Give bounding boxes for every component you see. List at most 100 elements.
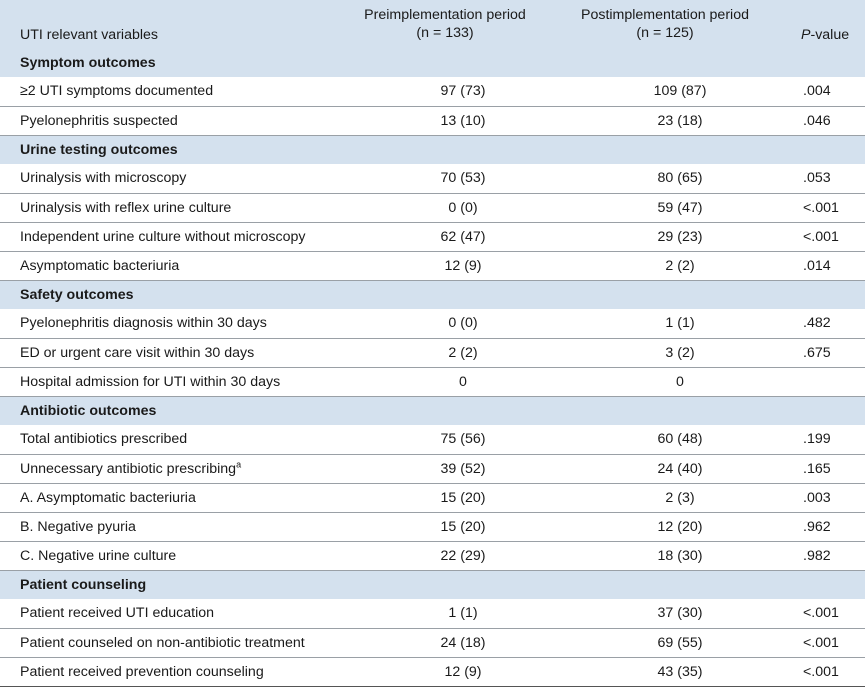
p-value: <.001 <box>785 193 865 223</box>
table-row: C. Negative urine culture 22 (29) 18 (30).… <box>0 541 865 571</box>
table-row: Urinalysis with microscopy 70 (53) 80 (65)… <box>0 164 865 194</box>
table-row: Patient received UTI education 1 (1) 37 (3… <box>0 599 865 629</box>
pre-value: 1 (1) <box>345 599 545 629</box>
table-row: Total antibiotics prescribed 75 (56) 60 (4… <box>0 425 865 455</box>
section-title: Symptom outcomes <box>20 54 156 71</box>
pre-value: 13 (10) <box>345 106 545 136</box>
table-row: Pyelonephritis suspected 13 (10) 23 (18) .0… <box>0 106 865 136</box>
row-label: Urinalysis with reflex urine culture <box>0 193 345 223</box>
row-label: Pyelonephritis suspected <box>0 106 345 136</box>
pre-value: 62 (47) <box>345 222 545 252</box>
post-value: 43 (35) <box>545 657 785 687</box>
row-label: Independent urine culture without micros… <box>0 222 345 252</box>
header-preimplementation: Preimplementation period (n = 133) <box>345 0 545 48</box>
pre-value: 15 (20) <box>345 483 545 513</box>
table-row: ED or urgent care visit within 30 days 2 … <box>0 338 865 368</box>
table-row: Patient counseled on non-antibiotic trea… <box>0 628 865 658</box>
pre-value: 75 (56) <box>345 425 545 455</box>
row-label: ED or urgent care visit within 30 days <box>0 338 345 368</box>
header-post-label: Postimplementation period <box>581 7 749 23</box>
section-header-row: Antibiotic outcomes <box>0 396 865 425</box>
post-value: 109 (87) <box>545 77 785 107</box>
row-label: Total antibiotics prescribed <box>0 425 345 455</box>
table-row: Hospital admission for UTI within 30 day… <box>0 367 865 397</box>
p-value: .675 <box>785 338 865 368</box>
header-pre-label: Preimplementation period <box>364 7 526 23</box>
post-value: 2 (3) <box>545 483 785 513</box>
post-value: 3 (2) <box>545 338 785 368</box>
pre-value: 70 (53) <box>345 164 545 194</box>
footnote-marker: a <box>236 458 242 469</box>
post-value: 69 (55) <box>545 628 785 658</box>
post-value: 59 (47) <box>545 193 785 223</box>
row-label: Patient received prevention counseling <box>0 657 345 687</box>
p-value: .982 <box>785 541 865 571</box>
row-label: Patient counseled on non-antibiotic trea… <box>0 628 345 658</box>
table-body: Symptom outcomes ≥2 UTI symptoms document… <box>0 48 865 687</box>
pre-value: 39 (52) <box>345 454 545 484</box>
section-title: Urine testing outcomes <box>20 141 178 158</box>
row-label: ≥2 UTI symptoms documented <box>0 77 345 107</box>
table-row: ≥2 UTI symptoms documented 97 (73) 109 (87… <box>0 77 865 107</box>
table-row: Patient received prevention counseling 12… <box>0 657 865 687</box>
header-post-n: (n = 125) <box>636 25 694 41</box>
p-value <box>785 367 865 397</box>
post-value: 1 (1) <box>545 309 785 339</box>
section-title: Patient counseling <box>20 576 147 593</box>
p-value: .199 <box>785 425 865 455</box>
row-label: Unnecessary antibiotic prescribinga <box>0 454 345 484</box>
post-value: 60 (48) <box>545 425 785 455</box>
p-value: .014 <box>785 251 865 281</box>
post-value: 0 <box>545 367 785 397</box>
p-value: .165 <box>785 454 865 484</box>
row-label: Hospital admission for UTI within 30 day… <box>0 367 345 397</box>
section-header-row: Patient counseling <box>0 570 865 599</box>
header-p-rest: -value <box>810 27 850 43</box>
header-pre-n: (n = 133) <box>416 25 474 41</box>
row-label: Pyelonephritis diagnosis within 30 days <box>0 309 345 339</box>
post-value: 2 (2) <box>545 251 785 281</box>
table-row: Pyelonephritis diagnosis within 30 days 0… <box>0 309 865 339</box>
pre-value: 2 (2) <box>345 338 545 368</box>
pre-value: 12 (9) <box>345 251 545 281</box>
p-value: .053 <box>785 164 865 194</box>
pre-value: 0 (0) <box>345 309 545 339</box>
p-value: .046 <box>785 106 865 136</box>
table-row: Urinalysis with reflex urine culture 0 (0… <box>0 193 865 223</box>
pre-value: 15 (20) <box>345 512 545 542</box>
header-postimplementation: Postimplementation period (n = 125) <box>545 0 785 48</box>
section-header-row: Symptom outcomes <box>0 48 865 77</box>
p-value: .003 <box>785 483 865 513</box>
p-value: <.001 <box>785 628 865 658</box>
pre-value: 97 (73) <box>345 77 545 107</box>
table-row: Unnecessary antibiotic prescribinga 39 (5… <box>0 454 865 484</box>
row-label: Urinalysis with microscopy <box>0 164 345 194</box>
row-label-text: Unnecessary antibiotic prescribing <box>20 460 237 477</box>
p-value: <.001 <box>785 599 865 629</box>
header-p-italic: P <box>801 27 811 43</box>
row-label: C. Negative urine culture <box>0 541 345 571</box>
post-value: 29 (23) <box>545 222 785 252</box>
section-title: Antibiotic outcomes <box>20 402 157 419</box>
section-header-row: Urine testing outcomes <box>0 135 865 164</box>
p-value: <.001 <box>785 222 865 252</box>
p-value: .962 <box>785 512 865 542</box>
pre-value: 22 (29) <box>345 541 545 571</box>
row-label: B. Negative pyuria <box>0 512 345 542</box>
header-variable: UTI relevant variables <box>20 27 158 43</box>
table-row: Asymptomatic bacteriuria 12 (9) 2 (2) .014 <box>0 251 865 281</box>
row-label: Patient received UTI education <box>0 599 345 629</box>
table-row: A. Asymptomatic bacteriuria 15 (20) 2 (3).… <box>0 483 865 513</box>
section-title: Safety outcomes <box>20 286 134 303</box>
header-p-value: P-value <box>785 0 865 48</box>
row-label: Asymptomatic bacteriuria <box>0 251 345 281</box>
p-value: .482 <box>785 309 865 339</box>
post-value: 37 (30) <box>545 599 785 629</box>
table-row: B. Negative pyuria 15 (20) 12 (20) .962 <box>0 512 865 542</box>
pre-value: 0 <box>345 367 545 397</box>
post-value: 12 (20) <box>545 512 785 542</box>
table-header-row: UTI relevant variables Preimplementation… <box>0 0 865 48</box>
post-value: 23 (18) <box>545 106 785 136</box>
